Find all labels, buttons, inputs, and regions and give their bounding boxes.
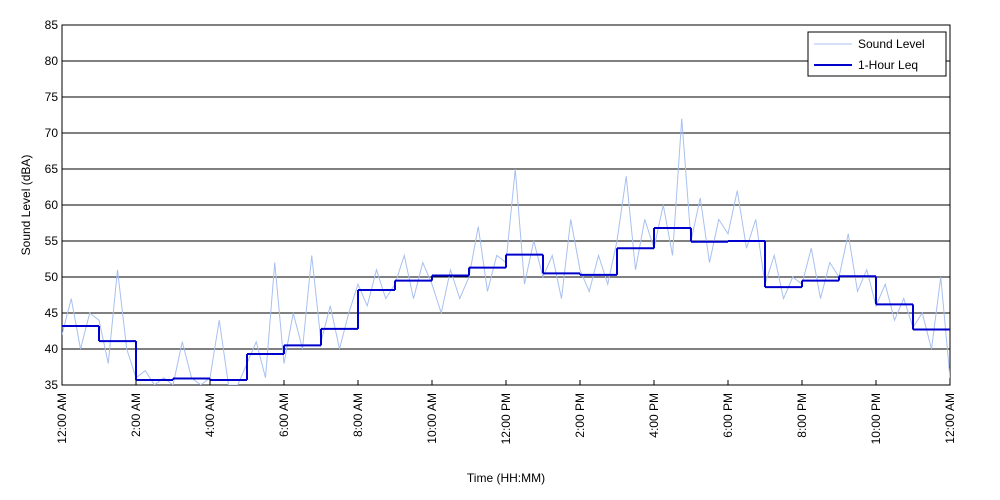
y-tick-label: 75 — [45, 90, 59, 104]
y-tick-label: 65 — [45, 162, 59, 176]
legend-label: 1-Hour Leq — [858, 58, 918, 72]
y-tick-label: 50 — [45, 270, 59, 284]
x-tick-label: 12:00 AM — [55, 393, 69, 444]
x-tick-label: 8:00 AM — [351, 393, 365, 437]
y-tick-label: 85 — [45, 18, 59, 32]
y-tick-label: 35 — [45, 378, 59, 392]
x-tick-label: 8:00 PM — [795, 393, 809, 438]
x-tick-label: 12:00 PM — [499, 393, 513, 444]
y-axis-title: Sound Level (dBA) — [19, 155, 33, 256]
data-layer — [62, 118, 950, 385]
y-tick-label: 40 — [45, 342, 59, 356]
x-tick-label: 10:00 PM — [869, 393, 883, 444]
x-tick-label: 10:00 AM — [425, 393, 439, 444]
y-tick-label: 55 — [45, 234, 59, 248]
y-tick-label: 80 — [45, 54, 59, 68]
y-tick-label: 45 — [45, 306, 59, 320]
legend-box — [807, 31, 947, 77]
x-tick-label: 4:00 PM — [647, 393, 661, 438]
x-tick-label: 2:00 AM — [129, 393, 143, 437]
x-axis-title: Time (HH:MM) — [467, 471, 545, 485]
x-tick-label: 2:00 PM — [573, 393, 587, 438]
axes: 35 40 45 50 55 60 65 70 75 80 85 12:00 AM 2:00 AM 4:0… — [45, 18, 957, 444]
legend-label: Sound Level — [858, 37, 925, 51]
x-tick-label: 12:00 AM — [943, 393, 957, 444]
y-tick-label: 60 — [45, 198, 59, 212]
x-tick-label: 6:00 AM — [277, 393, 291, 437]
x-tick-label: 6:00 PM — [721, 393, 735, 438]
x-tick-label: 4:00 AM — [203, 393, 217, 437]
y-tick-label: 70 — [45, 126, 59, 140]
legend: Sound Level 1-Hour Leq — [807, 31, 947, 77]
